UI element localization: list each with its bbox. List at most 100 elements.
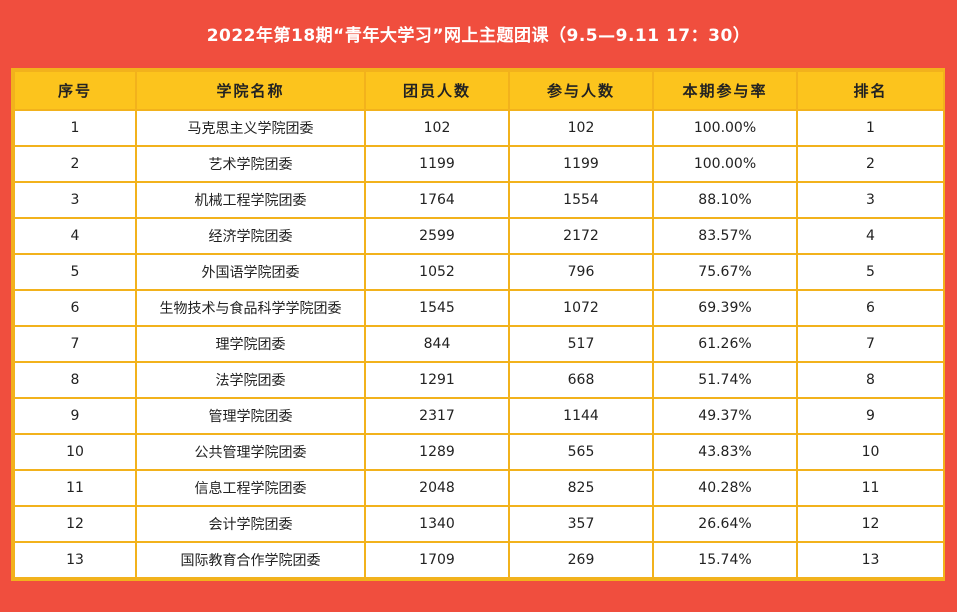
- table-header-row: 序号 学院名称 团员人数 参与人数 本期参与率 排名: [13, 70, 945, 111]
- table-row: 11 信息工程学院团委 2048 825 40.28% 11: [13, 469, 945, 507]
- cell-rate: 49.37%: [652, 397, 798, 435]
- cell-rate: 51.74%: [652, 361, 798, 399]
- column-header-college: 学院名称: [135, 70, 366, 111]
- cell-rate: 61.26%: [652, 325, 798, 363]
- cell-participants: 1199: [508, 145, 654, 183]
- cell-college: 经济学院团委: [135, 217, 366, 255]
- cell-members: 2317: [364, 397, 510, 435]
- cell-participants: 102: [508, 109, 654, 147]
- table-row: 3 机械工程学院团委 1764 1554 88.10% 3: [13, 181, 945, 219]
- cell-index: 4: [13, 217, 137, 255]
- cell-index: 6: [13, 289, 137, 327]
- cell-members: 1545: [364, 289, 510, 327]
- column-header-index: 序号: [13, 70, 137, 111]
- cell-college: 管理学院团委: [135, 397, 366, 435]
- cell-members: 102: [364, 109, 510, 147]
- table-row: 1 马克思主义学院团委 102 102 100.00% 1: [13, 109, 945, 147]
- cell-rank: 1: [796, 109, 945, 147]
- cell-rate: 69.39%: [652, 289, 798, 327]
- cell-rank: 13: [796, 541, 945, 579]
- ranking-table: 序号 学院名称 团员人数 参与人数 本期参与率 排名 1 马克思主义学院团委 102…: [13, 70, 945, 579]
- cell-rate: 100.00%: [652, 145, 798, 183]
- cell-college: 艺术学院团委: [135, 145, 366, 183]
- cell-participants: 825: [508, 469, 654, 507]
- cell-college: 马克思主义学院团委: [135, 109, 366, 147]
- cell-participants: 1072: [508, 289, 654, 327]
- cell-members: 2599: [364, 217, 510, 255]
- table-body: 1 马克思主义学院团委 102 102 100.00% 1 2 艺术学院团委 1199 1199 1…: [13, 109, 945, 579]
- cell-rank: 5: [796, 253, 945, 291]
- cell-index: 2: [13, 145, 137, 183]
- cell-rank: 10: [796, 433, 945, 471]
- cell-college: 会计学院团委: [135, 505, 366, 543]
- cell-rank: 12: [796, 505, 945, 543]
- table-row: 9 管理学院团委 2317 1144 49.37% 9: [13, 397, 945, 435]
- column-header-rate: 本期参与率: [652, 70, 798, 111]
- cell-rate: 40.28%: [652, 469, 798, 507]
- cell-participants: 269: [508, 541, 654, 579]
- cell-members: 1199: [364, 145, 510, 183]
- cell-participants: 1554: [508, 181, 654, 219]
- table-row: 10 公共管理学院团委 1289 565 43.83% 10: [13, 433, 945, 471]
- ranking-table-container: 序号 学院名称 团员人数 参与人数 本期参与率 排名 1 马克思主义学院团委 102…: [11, 68, 945, 581]
- table-row: 5 外国语学院团委 1052 796 75.67% 5: [13, 253, 945, 291]
- table-row: 13 国际教育合作学院团委 1709 269 15.74% 13: [13, 541, 945, 579]
- cell-rate: 100.00%: [652, 109, 798, 147]
- table-row: 4 经济学院团委 2599 2172 83.57% 4: [13, 217, 945, 255]
- cell-rank: 8: [796, 361, 945, 399]
- cell-index: 9: [13, 397, 137, 435]
- cell-college: 机械工程学院团委: [135, 181, 366, 219]
- cell-college: 法学院团委: [135, 361, 366, 399]
- table-row: 6 生物技术与食品科学学院团委 1545 1072 69.39% 6: [13, 289, 945, 327]
- cell-members: 1340: [364, 505, 510, 543]
- cell-members: 1709: [364, 541, 510, 579]
- cell-participants: 668: [508, 361, 654, 399]
- cell-index: 3: [13, 181, 137, 219]
- cell-rate: 88.10%: [652, 181, 798, 219]
- cell-rate: 26.64%: [652, 505, 798, 543]
- cell-participants: 1144: [508, 397, 654, 435]
- table-row: 8 法学院团委 1291 668 51.74% 8: [13, 361, 945, 399]
- table-row: 2 艺术学院团委 1199 1199 100.00% 2: [13, 145, 945, 183]
- cell-college: 公共管理学院团委: [135, 433, 366, 471]
- cell-index: 13: [13, 541, 137, 579]
- cell-participants: 517: [508, 325, 654, 363]
- cell-index: 8: [13, 361, 137, 399]
- cell-participants: 357: [508, 505, 654, 543]
- cell-rank: 11: [796, 469, 945, 507]
- column-header-rank: 排名: [796, 70, 945, 111]
- cell-index: 7: [13, 325, 137, 363]
- cell-rank: 6: [796, 289, 945, 327]
- cell-rate: 15.74%: [652, 541, 798, 579]
- cell-rank: 2: [796, 145, 945, 183]
- cell-rate: 75.67%: [652, 253, 798, 291]
- cell-rank: 4: [796, 217, 945, 255]
- cell-rank: 3: [796, 181, 945, 219]
- cell-participants: 796: [508, 253, 654, 291]
- cell-index: 12: [13, 505, 137, 543]
- cell-index: 11: [13, 469, 137, 507]
- cell-participants: 2172: [508, 217, 654, 255]
- cell-college: 国际教育合作学院团委: [135, 541, 366, 579]
- cell-rate: 43.83%: [652, 433, 798, 471]
- table-row: 7 理学院团委 844 517 61.26% 7: [13, 325, 945, 363]
- cell-college: 理学院团委: [135, 325, 366, 363]
- cell-college: 外国语学院团委: [135, 253, 366, 291]
- cell-members: 1291: [364, 361, 510, 399]
- cell-members: 2048: [364, 469, 510, 507]
- cell-index: 10: [13, 433, 137, 471]
- page-title: 2022年第18期“青年大学习”网上主题团课（9.5—9.11 17：30）: [206, 25, 751, 46]
- cell-college: 生物技术与食品科学学院团委: [135, 289, 366, 327]
- cell-index: 5: [13, 253, 137, 291]
- table-row: 12 会计学院团委 1340 357 26.64% 12: [13, 505, 945, 543]
- cell-members: 1289: [364, 433, 510, 471]
- column-header-participants: 参与人数: [508, 70, 654, 111]
- cell-participants: 565: [508, 433, 654, 471]
- cell-members: 844: [364, 325, 510, 363]
- cell-members: 1052: [364, 253, 510, 291]
- cell-rate: 83.57%: [652, 217, 798, 255]
- cell-college: 信息工程学院团委: [135, 469, 366, 507]
- cell-index: 1: [13, 109, 137, 147]
- column-header-members: 团员人数: [364, 70, 510, 111]
- cell-members: 1764: [364, 181, 510, 219]
